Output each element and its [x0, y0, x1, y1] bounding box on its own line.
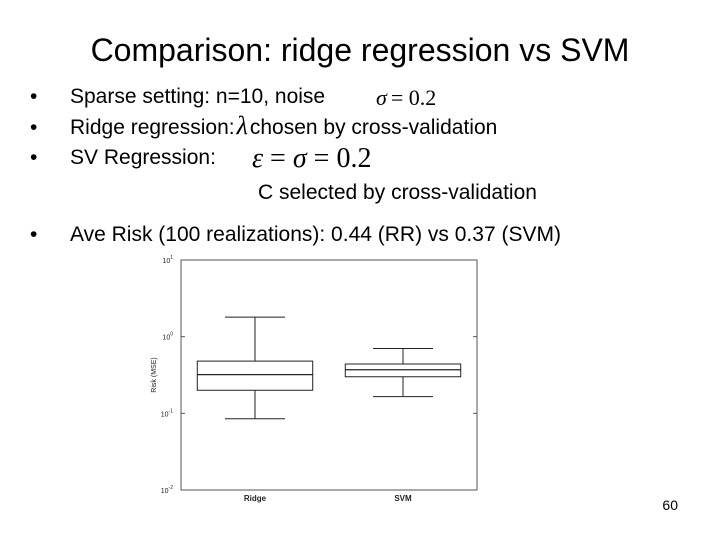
bullet-dot: • — [30, 85, 38, 108]
equals-sign: = — [263, 143, 293, 174]
bullet-text: Sparse setting: n=10, noise — [70, 85, 326, 108]
lambda-symbol: λ — [236, 111, 248, 140]
sigma-symbol: σ — [376, 85, 387, 110]
svr-value: = 0.2 — [306, 143, 372, 174]
y-tick-exponent: 0 — [170, 332, 173, 338]
bullet-sv-regression: • SV Regression: — [30, 145, 216, 171]
y-tick-label: 10-2 — [161, 485, 173, 495]
box-svm — [344, 348, 462, 398]
sigma-symbol: σ — [292, 143, 307, 174]
bullet-dot: • — [30, 116, 38, 139]
sigma-equation: σ = 0.2 — [376, 86, 436, 110]
bullet-text: Ave Risk (100 realizations): 0.44 (RR) v… — [70, 223, 561, 246]
page-number: 60 — [662, 497, 678, 513]
bullet-text: SV Regression: — [70, 146, 216, 169]
sigma-value: = 0.2 — [390, 85, 437, 110]
box-ridge — [196, 316, 314, 420]
bullet-sparse-setting: • Sparse setting: n=10, noise — [30, 84, 325, 110]
box-iqr — [196, 360, 314, 391]
y-tick-exponent: -2 — [169, 485, 174, 491]
svr-equation: ε = σ = 0.2 — [252, 144, 371, 174]
category-label-svm: SVM — [394, 494, 412, 503]
bullet-text-2: chosen by cross-validation — [249, 116, 498, 139]
category-label-ridge: Ridge — [244, 494, 267, 503]
bullet-dot: • — [30, 223, 38, 246]
y-tick-label: 101 — [162, 255, 173, 265]
y-tick-label: 10-1 — [161, 408, 173, 418]
bullet-dot: • — [30, 146, 38, 169]
bullet-text: Ridge regression: — [70, 116, 235, 139]
y-axis-label: Risk (MSE) — [151, 357, 158, 392]
bullet-ridge-regression: • Ridge regression:λchosen by cross-valid… — [30, 113, 497, 141]
bullet-average-risk: • Ave Risk (100 realizations): 0.44 (RR) … — [30, 222, 561, 248]
box-iqr — [344, 363, 462, 378]
c-selection-note: C selected by cross-validation — [258, 181, 537, 204]
epsilon-symbol: ε — [252, 143, 264, 174]
y-tick-label: 100 — [162, 332, 173, 342]
y-tick-exponent: -1 — [169, 408, 174, 414]
y-tick-exponent: 1 — [170, 255, 173, 261]
slide-title: Comparison: ridge regression vs SVM — [90, 32, 630, 68]
